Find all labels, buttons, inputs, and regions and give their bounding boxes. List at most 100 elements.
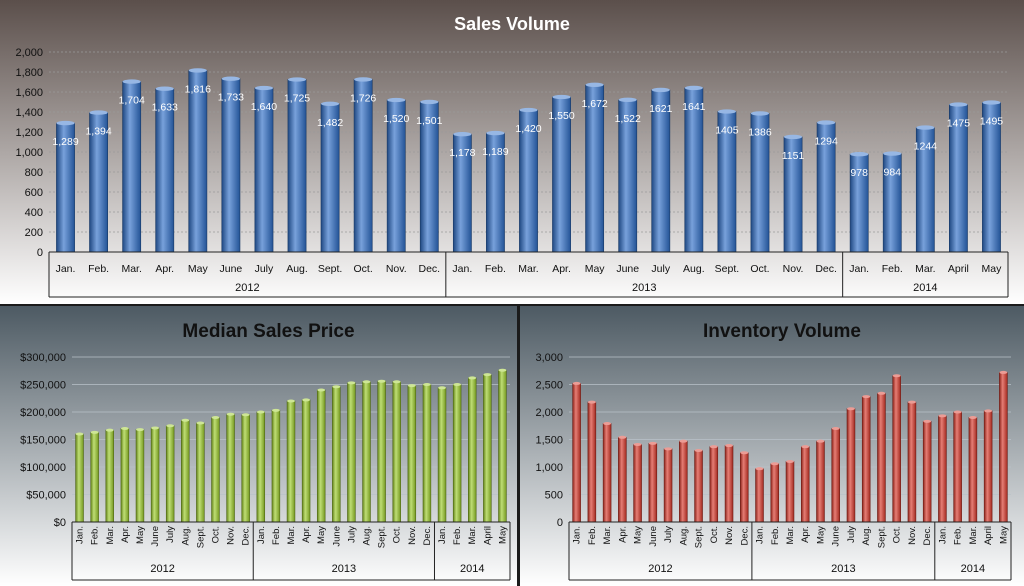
group-label: 2013 [332, 563, 356, 575]
bar-cap [755, 467, 764, 471]
bar [785, 461, 795, 523]
x-tick-label: Nov. [724, 526, 735, 545]
bar-cap [498, 368, 507, 372]
bar-cap [801, 445, 810, 449]
bar [226, 413, 235, 523]
x-tick-label: Sept. [694, 526, 705, 548]
bar-cap [750, 111, 770, 116]
bar-cap [287, 77, 307, 82]
bar-cap [56, 120, 75, 126]
x-tick-label: Jan. [849, 263, 869, 275]
bar [602, 423, 612, 523]
group-label: 2013 [632, 282, 656, 294]
bar-cap [907, 400, 916, 404]
bar-cap [783, 134, 803, 140]
bar-cap [847, 407, 855, 411]
bar [377, 380, 386, 523]
data-label: 1,189 [482, 146, 508, 158]
bar-cap [740, 451, 749, 455]
bar [452, 384, 462, 523]
x-tick-label: Aug. [683, 263, 705, 275]
x-tick-label: Oct. [392, 526, 403, 543]
bar-cap [354, 77, 373, 82]
bar [892, 375, 901, 523]
bar-cap [587, 400, 596, 404]
bar-cap [211, 416, 220, 419]
bar-cap [916, 125, 935, 130]
data-label: 1475 [947, 118, 971, 130]
x-tick-label: Apr. [155, 263, 174, 275]
bar-cap [453, 383, 462, 386]
bar [165, 425, 175, 523]
bar-cap [651, 87, 670, 93]
y-tick-label: $250,000 [20, 380, 66, 392]
data-label: 1621 [649, 103, 673, 115]
bar [287, 79, 307, 253]
bar-cap [684, 85, 703, 91]
x-tick-label: Apr. [301, 526, 312, 543]
bar-cap [831, 427, 840, 430]
bar-cap [347, 381, 356, 385]
data-label: 1244 [914, 141, 938, 153]
y-tick-label: 0 [557, 517, 563, 529]
bar-cap [407, 384, 416, 388]
bar [800, 446, 810, 523]
x-tick-label: Aug. [678, 526, 689, 546]
x-tick-label: June [150, 526, 161, 547]
bar [618, 437, 627, 523]
y-tick-label: 1,400 [15, 107, 43, 119]
x-tick-label: Feb. [90, 526, 101, 545]
bar [498, 369, 507, 523]
bar-cap [122, 79, 141, 84]
x-tick-label: Jan. [572, 526, 583, 544]
bar [468, 377, 477, 523]
bar-cap [89, 110, 108, 115]
sales-volume-panel: Sales Volume 0 200 400 600 800 1,000 1,200 1,400… [0, 0, 1024, 304]
bar [709, 446, 719, 523]
x-tick-label: Apr. [552, 263, 571, 275]
bar-cap [120, 427, 129, 430]
x-tick-label: Apr. [617, 526, 628, 543]
x-tick-label: Mar. [286, 526, 297, 544]
bar [75, 433, 84, 523]
bar [572, 383, 581, 523]
group-label: 2012 [150, 563, 174, 575]
data-label: 1,633 [152, 102, 178, 114]
bar-cap [362, 380, 371, 384]
bar-cap [483, 373, 492, 377]
x-tick-label: Aug. [861, 526, 872, 546]
x-tick-label: Mar. [467, 526, 478, 544]
chart-title: Sales Volume [454, 14, 570, 34]
x-tick-label: Mar. [602, 526, 613, 544]
bar [362, 381, 371, 523]
data-label: 1,816 [185, 83, 211, 95]
x-tick-label: Dec. [418, 263, 440, 275]
bar-cap [816, 439, 825, 443]
x-tick-label: Feb. [452, 526, 463, 545]
bar [953, 411, 962, 523]
data-label: 1,522 [615, 113, 641, 125]
x-tick-label: Dec. [241, 526, 252, 546]
bar [437, 387, 447, 523]
x-tick-label: Feb. [587, 526, 598, 545]
y-tick-label: $0 [54, 517, 66, 529]
x-tick-label: Oct. [354, 263, 373, 275]
y-tick-label: $50,000 [26, 490, 66, 502]
group-label: 2012 [235, 282, 259, 294]
x-tick-label: May [982, 263, 1003, 275]
x-tick-label: April [948, 263, 969, 275]
bar [188, 70, 208, 253]
x-tick-label: Sept. [377, 526, 388, 548]
data-label: 1,520 [383, 113, 409, 125]
bar [648, 443, 658, 523]
bar [301, 399, 311, 523]
bar-cap [717, 109, 737, 114]
bar-cap [317, 388, 326, 392]
bar-cap [585, 82, 604, 87]
bar-cap [982, 100, 1001, 105]
bar-cap [196, 421, 205, 425]
data-label: 1,726 [350, 92, 376, 104]
x-tick-label: Oct. [709, 526, 720, 543]
x-tick-label: Nov. [386, 263, 407, 275]
bar-cap [552, 94, 571, 100]
